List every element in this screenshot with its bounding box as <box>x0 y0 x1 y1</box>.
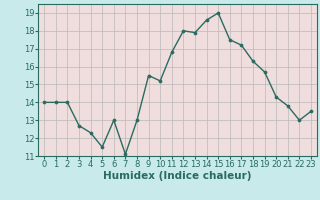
X-axis label: Humidex (Indice chaleur): Humidex (Indice chaleur) <box>103 171 252 181</box>
